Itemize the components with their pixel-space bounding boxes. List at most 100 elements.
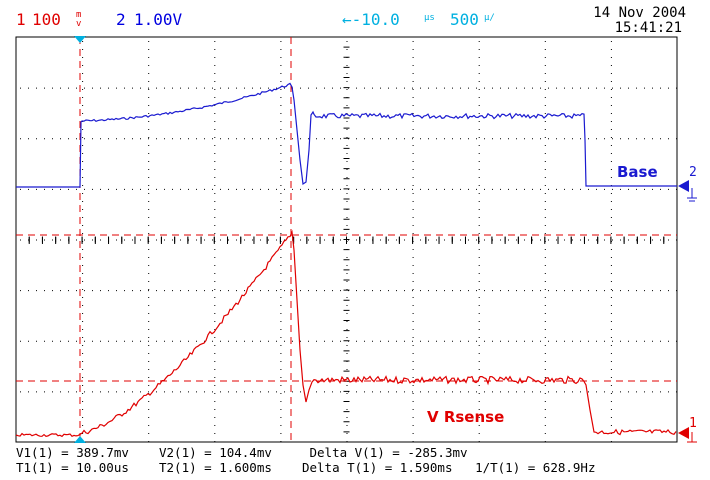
- grid-dot: [544, 257, 546, 258]
- grid-dot: [82, 393, 84, 394]
- grid-dot: [544, 353, 546, 354]
- grid-dot: [100, 87, 101, 89]
- grid-dot: [388, 290, 389, 292]
- grid-dot: [180, 290, 181, 292]
- ch1-number[interactable]: 1: [16, 10, 26, 29]
- grid-dot: [82, 337, 84, 338]
- grid-dot: [280, 65, 282, 66]
- grid-dot: [610, 377, 612, 378]
- grid-dot: [516, 340, 517, 342]
- grid-dot: [610, 89, 612, 90]
- grid-dot: [412, 188, 413, 190]
- grid-dot: [196, 290, 197, 292]
- grid-dot: [476, 138, 477, 140]
- grid-dot: [508, 87, 509, 89]
- grid-dot: [356, 87, 357, 89]
- grid-dot: [172, 340, 173, 342]
- grid-dot: [132, 188, 133, 190]
- grid-dot: [280, 89, 282, 90]
- grid-dot: [204, 188, 205, 190]
- grid-dot: [412, 193, 414, 194]
- grid-dot: [52, 290, 53, 292]
- grid-dot: [346, 337, 348, 338]
- trigger-marker-top[interactable]: [74, 36, 86, 43]
- grid-dot: [214, 217, 216, 218]
- grid-dot: [324, 290, 325, 292]
- grid-dot: [532, 87, 533, 89]
- grid-dot: [268, 340, 269, 342]
- grid-dot: [346, 273, 348, 274]
- grid-dot: [544, 153, 546, 154]
- grid-dot: [484, 239, 485, 241]
- ch2-scale[interactable]: 1.00V: [134, 10, 183, 29]
- grid-dot: [346, 41, 348, 42]
- ch1-scale[interactable]: 100: [32, 10, 61, 29]
- grid-dot: [214, 169, 216, 170]
- grid-dot: [478, 369, 480, 370]
- grid-dot: [68, 188, 69, 190]
- grid-dot: [404, 239, 405, 241]
- timebase[interactable]: 500: [450, 10, 479, 29]
- grid-dot: [500, 340, 501, 342]
- grid-dot: [478, 105, 480, 106]
- grid-dot: [44, 138, 45, 140]
- grid-dot: [396, 188, 397, 190]
- grid-dot: [236, 290, 237, 292]
- grid-dot: [478, 89, 480, 90]
- grid-dot: [412, 185, 414, 186]
- grid-dot: [280, 217, 282, 218]
- grid-dot: [82, 177, 84, 178]
- grid-dot: [492, 391, 493, 393]
- grid-dot: [452, 340, 453, 342]
- grid-dot: [132, 340, 133, 342]
- grid-dot: [236, 87, 237, 89]
- grid-dot: [82, 433, 84, 434]
- grid-dot: [524, 340, 525, 342]
- grid-dot: [140, 391, 141, 393]
- grid-dot: [372, 188, 373, 190]
- grid-dot: [228, 290, 229, 292]
- grid-dot: [516, 239, 517, 241]
- grid-dot: [84, 188, 85, 190]
- grid-dot: [156, 239, 157, 241]
- time: 15:41:21: [614, 20, 682, 36]
- grid-dot: [364, 290, 365, 292]
- grid-dot: [628, 87, 629, 89]
- grid-dot: [652, 239, 653, 241]
- grid-dot: [148, 57, 150, 58]
- grid-dot: [572, 290, 573, 292]
- grid-dot: [396, 87, 397, 89]
- grid-dot: [82, 369, 84, 370]
- grid-dot: [500, 87, 501, 89]
- grid-dot: [214, 161, 216, 162]
- grid-dot: [214, 249, 216, 250]
- grid-dot: [148, 391, 149, 393]
- grid-dot: [220, 138, 221, 140]
- grid-dot: [148, 161, 150, 162]
- grid-dot: [214, 385, 216, 386]
- grid-dot: [628, 340, 629, 342]
- grid-dot: [544, 81, 546, 82]
- grid-dot: [346, 345, 348, 346]
- grid-dot: [346, 81, 348, 82]
- trigger-position[interactable]: ←-10.0: [342, 10, 400, 29]
- ch1-ground-marker[interactable]: [678, 427, 689, 439]
- grid-dot: [212, 87, 213, 89]
- grid-dot: [346, 137, 348, 138]
- grid-dot: [280, 233, 282, 234]
- grid-dot: [300, 188, 301, 190]
- trace-label-base: Base: [617, 163, 658, 181]
- grid-dot: [280, 161, 282, 162]
- grid-dot: [548, 239, 549, 241]
- ch2-number[interactable]: 2: [116, 10, 126, 29]
- trigger-marker-bottom[interactable]: [74, 436, 86, 443]
- grid-dot: [478, 337, 480, 338]
- grid-dot: [214, 417, 216, 418]
- ch2-ground-marker[interactable]: [678, 180, 689, 192]
- grid-dot: [412, 57, 414, 58]
- grid-dot: [412, 73, 414, 74]
- grid-dot: [196, 340, 197, 342]
- grid-dot: [316, 391, 317, 393]
- grid-dot: [82, 401, 84, 402]
- grid-dot: [478, 73, 480, 74]
